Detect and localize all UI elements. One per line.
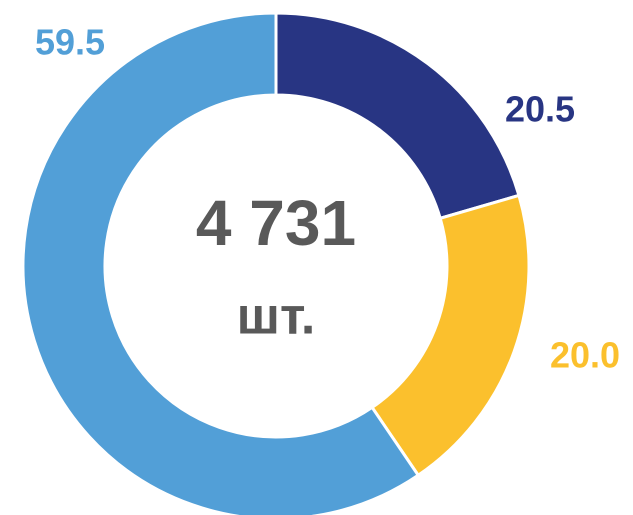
donut-segment [21, 11, 421, 515]
data-label: 20.5 [505, 89, 575, 130]
donut [21, 11, 531, 515]
center-label: 4 731 [196, 187, 356, 259]
data-label: 20.0 [550, 335, 620, 376]
data-label: 59.5 [35, 22, 105, 63]
donut-segment [370, 193, 531, 478]
center-unit: шт. [237, 288, 316, 346]
